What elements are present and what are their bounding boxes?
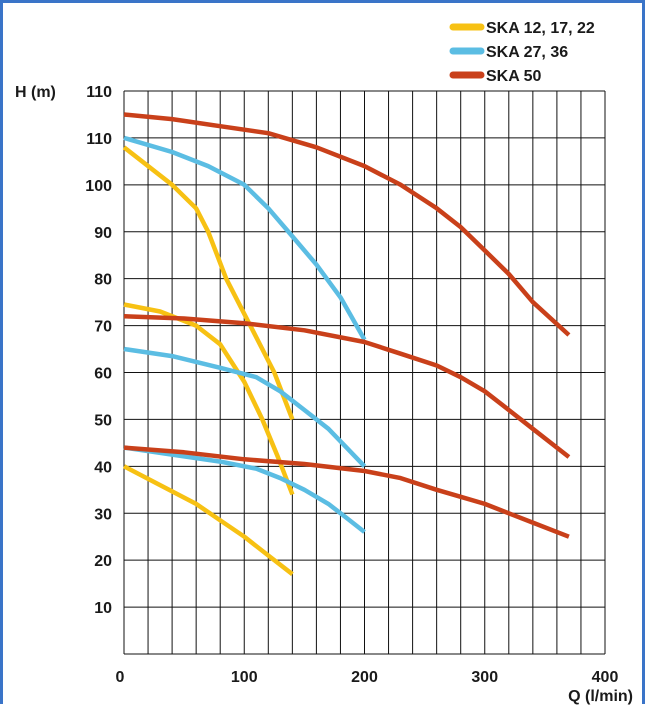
- x-tick-label: 0: [116, 669, 125, 686]
- legend-item-ska-12-17-22: SKA 12, 17, 22: [449, 20, 595, 37]
- legend-label: SKA 12, 17, 22: [486, 20, 595, 37]
- legend-label: SKA 27, 36: [486, 44, 568, 61]
- y-tick-label: 30: [94, 506, 112, 523]
- legend-item-ska-27-36: SKA 27, 36: [449, 44, 568, 61]
- series-line: [122, 145, 295, 421]
- x-tick-label: 200: [351, 669, 378, 686]
- pump-performance-chart: 10 20 30 40 50 60 70 80 90 100 110 110 0 100 200 300 40…: [15, 20, 633, 705]
- y-tick-label: 80: [94, 272, 112, 289]
- series-line: [123, 445, 366, 534]
- y-tick-label: 60: [94, 366, 112, 383]
- series-line: [123, 135, 367, 341]
- y-tick-label: 110: [86, 84, 112, 101]
- series-line: [123, 445, 570, 539]
- y-tick-labels: 10 20 30 40 50 60 70 80 90 100 110 110: [85, 84, 112, 617]
- x-axis-label: Q (l/min): [568, 688, 633, 705]
- y-axis-label: H (m): [15, 84, 56, 101]
- series-lines: [122, 112, 571, 576]
- y-tick-label: 50: [94, 412, 112, 429]
- x-tick-labels: 0 100 200 300 400: [116, 669, 619, 686]
- y-tick-label: 40: [94, 459, 112, 476]
- series-line: [123, 112, 571, 337]
- x-tick-label: 300: [471, 669, 498, 686]
- y-tick-label: 110: [86, 131, 112, 148]
- x-tick-label: 100: [231, 669, 258, 686]
- y-tick-label: 100: [85, 178, 112, 195]
- legend-item-ska-50: SKA 50: [449, 68, 542, 85]
- series-line: [123, 346, 367, 468]
- y-tick-label: 70: [94, 319, 112, 336]
- y-tick-label: 20: [94, 553, 112, 570]
- y-tick-label: 10: [94, 600, 112, 617]
- legend-label: SKA 50: [486, 68, 542, 85]
- series-line: [122, 464, 294, 576]
- series-line: [123, 302, 295, 496]
- y-tick-label: 90: [94, 225, 112, 242]
- series-line: [123, 313, 571, 459]
- grid: [123, 90, 606, 655]
- x-tick-label: 400: [592, 669, 619, 686]
- legend: SKA 12, 17, 22 SKA 27, 36 SKA 50: [449, 20, 595, 85]
